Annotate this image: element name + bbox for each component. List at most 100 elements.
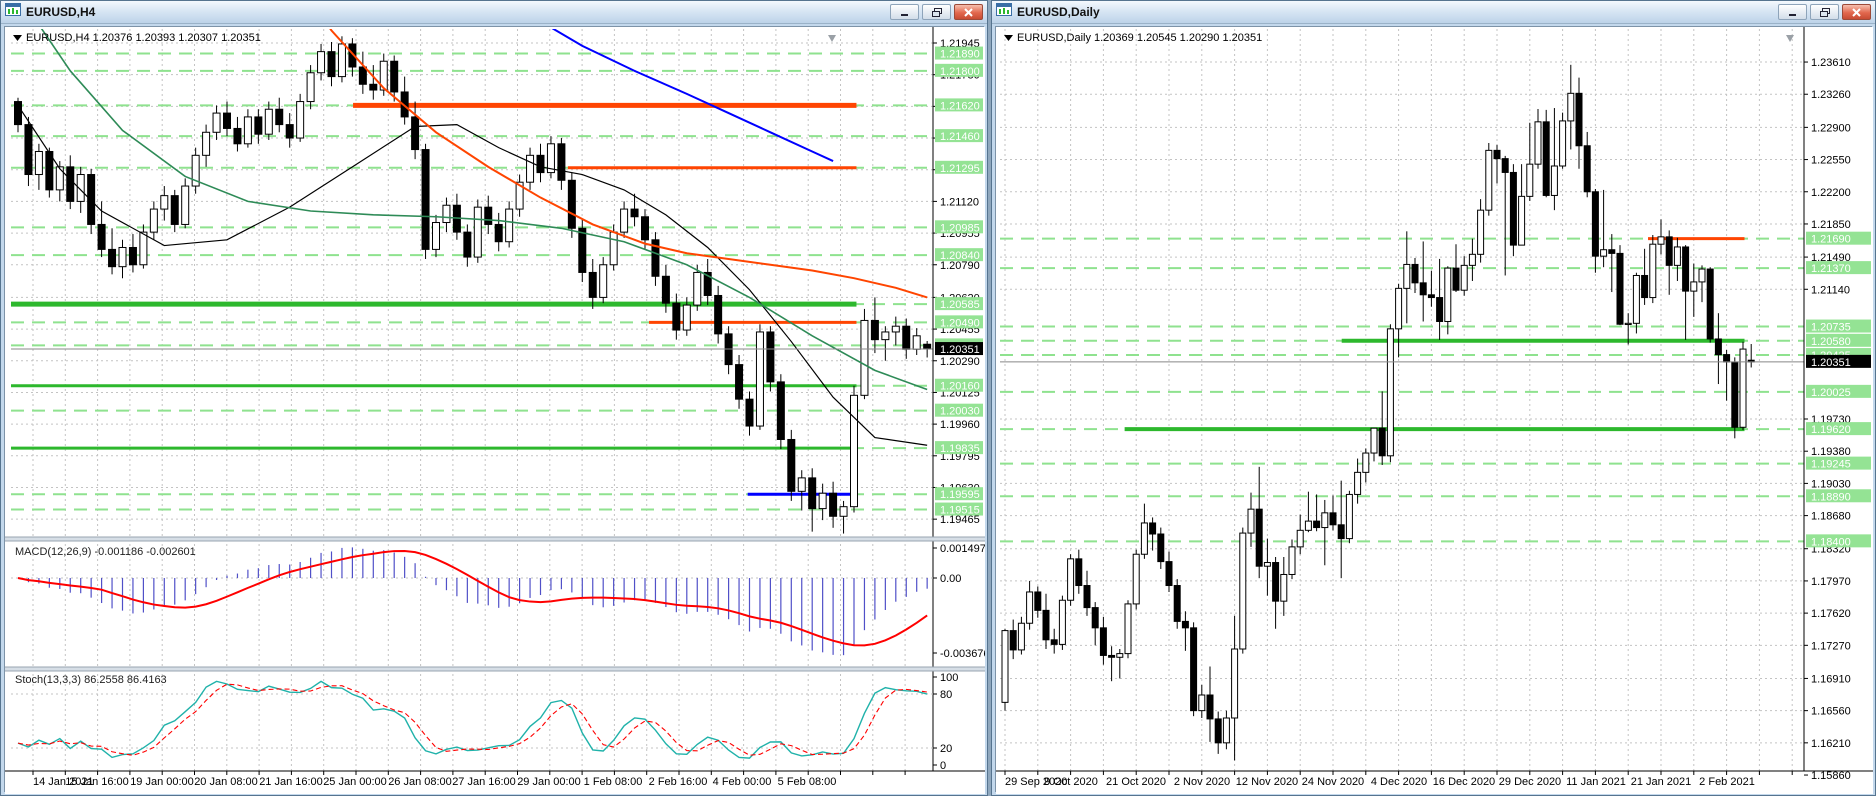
label: 1.19835 (940, 443, 980, 455)
window-title: EURUSD,H4 (26, 5, 96, 19)
label: 1.20790 (940, 260, 980, 272)
label: 1.17620 (1811, 608, 1851, 620)
label: 1.19030 (1811, 478, 1851, 490)
ohlc-info-line[interactable]: EURUSD,H4 1.20376 1.20393 1.20307 1.2035… (13, 32, 261, 44)
label: 29 Sep 2020 (1005, 776, 1067, 788)
close-button[interactable] (954, 4, 983, 20)
label: 19 Jan 00:00 (130, 776, 194, 788)
label: 4 Dec 2020 (1371, 776, 1427, 788)
label: 1.19620 (1811, 424, 1851, 436)
macd-panel: MACD(12,26,9) -0.001186 -0.002601 0.00149… (11, 543, 990, 660)
label: 1.20160 (940, 381, 980, 393)
minimize-button[interactable] (1778, 4, 1807, 20)
window-title: EURUSD,Daily (1017, 5, 1100, 19)
label: 1.20290 (940, 356, 980, 368)
label: 1.20351 (1811, 357, 1851, 369)
label: 1.17970 (1811, 576, 1851, 588)
label: 1.20985 (940, 222, 980, 234)
chart-shift-marker-icon (828, 35, 836, 42)
current-price-label (935, 342, 983, 356)
window-controls (1778, 4, 1871, 20)
titlebar[interactable]: EURUSD,Daily (992, 1, 1875, 24)
label: MACD(12,26,9) -0.001186 -0.002601 (15, 546, 196, 558)
label: 27 Jan 16:00 (452, 776, 516, 788)
label: 1.21690 (1811, 234, 1851, 246)
label: EURUSD,Daily 1.20369 1.20545 1.20290 1.2… (1017, 32, 1262, 44)
label: 2 Feb 16:00 (649, 776, 708, 788)
label: 1.22200 (1811, 187, 1851, 199)
label: 29 Dec 2020 (1499, 776, 1561, 788)
restore-button[interactable] (922, 4, 951, 20)
label: 29 Jan 00:00 (517, 776, 581, 788)
label: 1.19960 (940, 419, 980, 431)
moving-averages-layer (17, 29, 928, 446)
eurusd-daily-chart-svg[interactable]: 1.23610 1.23260 1.22900 1.22550 1.22200 1.218… (996, 27, 1873, 794)
label: 1.21140 (1811, 284, 1850, 296)
label: 100 (940, 672, 958, 684)
label: 21 Jan 16:00 (259, 776, 323, 788)
label: 0 (940, 760, 946, 772)
label: 1.20840 (940, 250, 980, 262)
label: 20 Jan 08:00 (194, 776, 258, 788)
titlebar[interactable]: EURUSD,H4 (1, 1, 987, 24)
label: 1.20490 (940, 317, 980, 329)
label: 1.21620 (940, 100, 980, 112)
stochastic-panel: Stoch(13,3,3) 86.2558 86.4163 100 80 20 0 (11, 672, 958, 772)
label: 1.16560 (1811, 706, 1851, 718)
label: 1.16910 (1811, 673, 1851, 685)
candles-layer (1001, 64, 1755, 761)
label: 1.23260 (1811, 89, 1851, 101)
label: 2 Feb 2021 (1699, 776, 1755, 788)
price-axis[interactable]: 1.219451.217801.216151.214501.212851.211… (932, 27, 983, 771)
label: Stoch(13,3,3) 86.2558 86.4163 (15, 674, 167, 686)
label: 0.001497 (940, 543, 985, 555)
label: 5 Feb 08:00 (778, 776, 837, 788)
label: 1.21295 (940, 163, 980, 175)
grid-layer (11, 29, 933, 771)
collapse-triangle-icon[interactable] (1004, 35, 1013, 41)
restore-button[interactable] (1810, 4, 1839, 20)
label: 1.21800 (940, 66, 980, 78)
label: 26 Jan 08:00 (388, 776, 452, 788)
label: 25 Jan 00:00 (323, 776, 387, 788)
close-button[interactable] (1842, 4, 1871, 20)
chart-canvas-eurusd-h4[interactable]: 1.219451.217801.216151.214501.212851.211… (4, 26, 990, 794)
chart-canvas-eurusd-daily[interactable]: 1.23610 1.23260 1.22900 1.22550 1.22200 1.218… (995, 26, 1873, 794)
label: EURUSD,H4 1.20376 1.20393 1.20307 1.2035… (26, 32, 261, 44)
label: 1.19245 (1811, 459, 1851, 471)
current-price-label (1806, 354, 1871, 368)
label: -0.003676 (940, 648, 985, 660)
label: 1.23610 (1811, 57, 1851, 69)
eurusd-h4-chart-svg[interactable]: 1.219451.217801.216151.214501.212851.211… (5, 27, 990, 794)
label: 1.21890 (940, 49, 980, 61)
minimize-button[interactable] (890, 4, 919, 20)
label: 1.19465 (940, 514, 980, 526)
label: 1.22900 (1811, 122, 1851, 134)
label: 1.20585 (940, 299, 980, 311)
label: 80 (940, 689, 952, 701)
label: 1.22550 (1811, 155, 1851, 167)
label: 1.21850 (1811, 219, 1851, 231)
label: 1.19515 (940, 505, 980, 517)
ohlc-info-line[interactable]: EURUSD,Daily 1.20369 1.20545 1.20290 1.2… (1004, 32, 1262, 44)
label: 1.18400 (1811, 536, 1851, 548)
label: 4 Feb 00:00 (713, 776, 772, 788)
label: 1.21460 (940, 131, 980, 143)
panel-separator[interactable] (5, 537, 985, 541)
label: 2 Nov 2020 (1174, 776, 1230, 788)
price-axis[interactable]: 1.23610 1.23260 1.22900 1.22550 1.22200 1.218… (1803, 27, 1871, 782)
label: 1.21490 (1811, 252, 1851, 264)
chart-icon (996, 3, 1012, 21)
label: 1.17270 (1811, 640, 1851, 652)
panel-separator[interactable] (5, 667, 985, 671)
chart-icon (5, 3, 21, 21)
label: 1.19380 (1811, 446, 1851, 458)
collapse-triangle-icon[interactable] (13, 35, 22, 41)
label: 1.18680 (1811, 511, 1851, 523)
label: 15 Jan 16:00 (65, 776, 129, 788)
label: 20 (940, 743, 952, 755)
label: 21 Oct 2020 (1106, 776, 1166, 788)
